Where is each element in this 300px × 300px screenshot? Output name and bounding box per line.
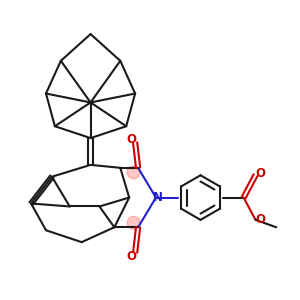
Text: O: O — [255, 213, 265, 226]
Circle shape — [127, 216, 140, 230]
Text: N: N — [152, 191, 162, 204]
Circle shape — [127, 166, 140, 179]
Text: O: O — [127, 250, 136, 262]
Text: O: O — [127, 133, 136, 146]
Text: O: O — [255, 167, 265, 180]
